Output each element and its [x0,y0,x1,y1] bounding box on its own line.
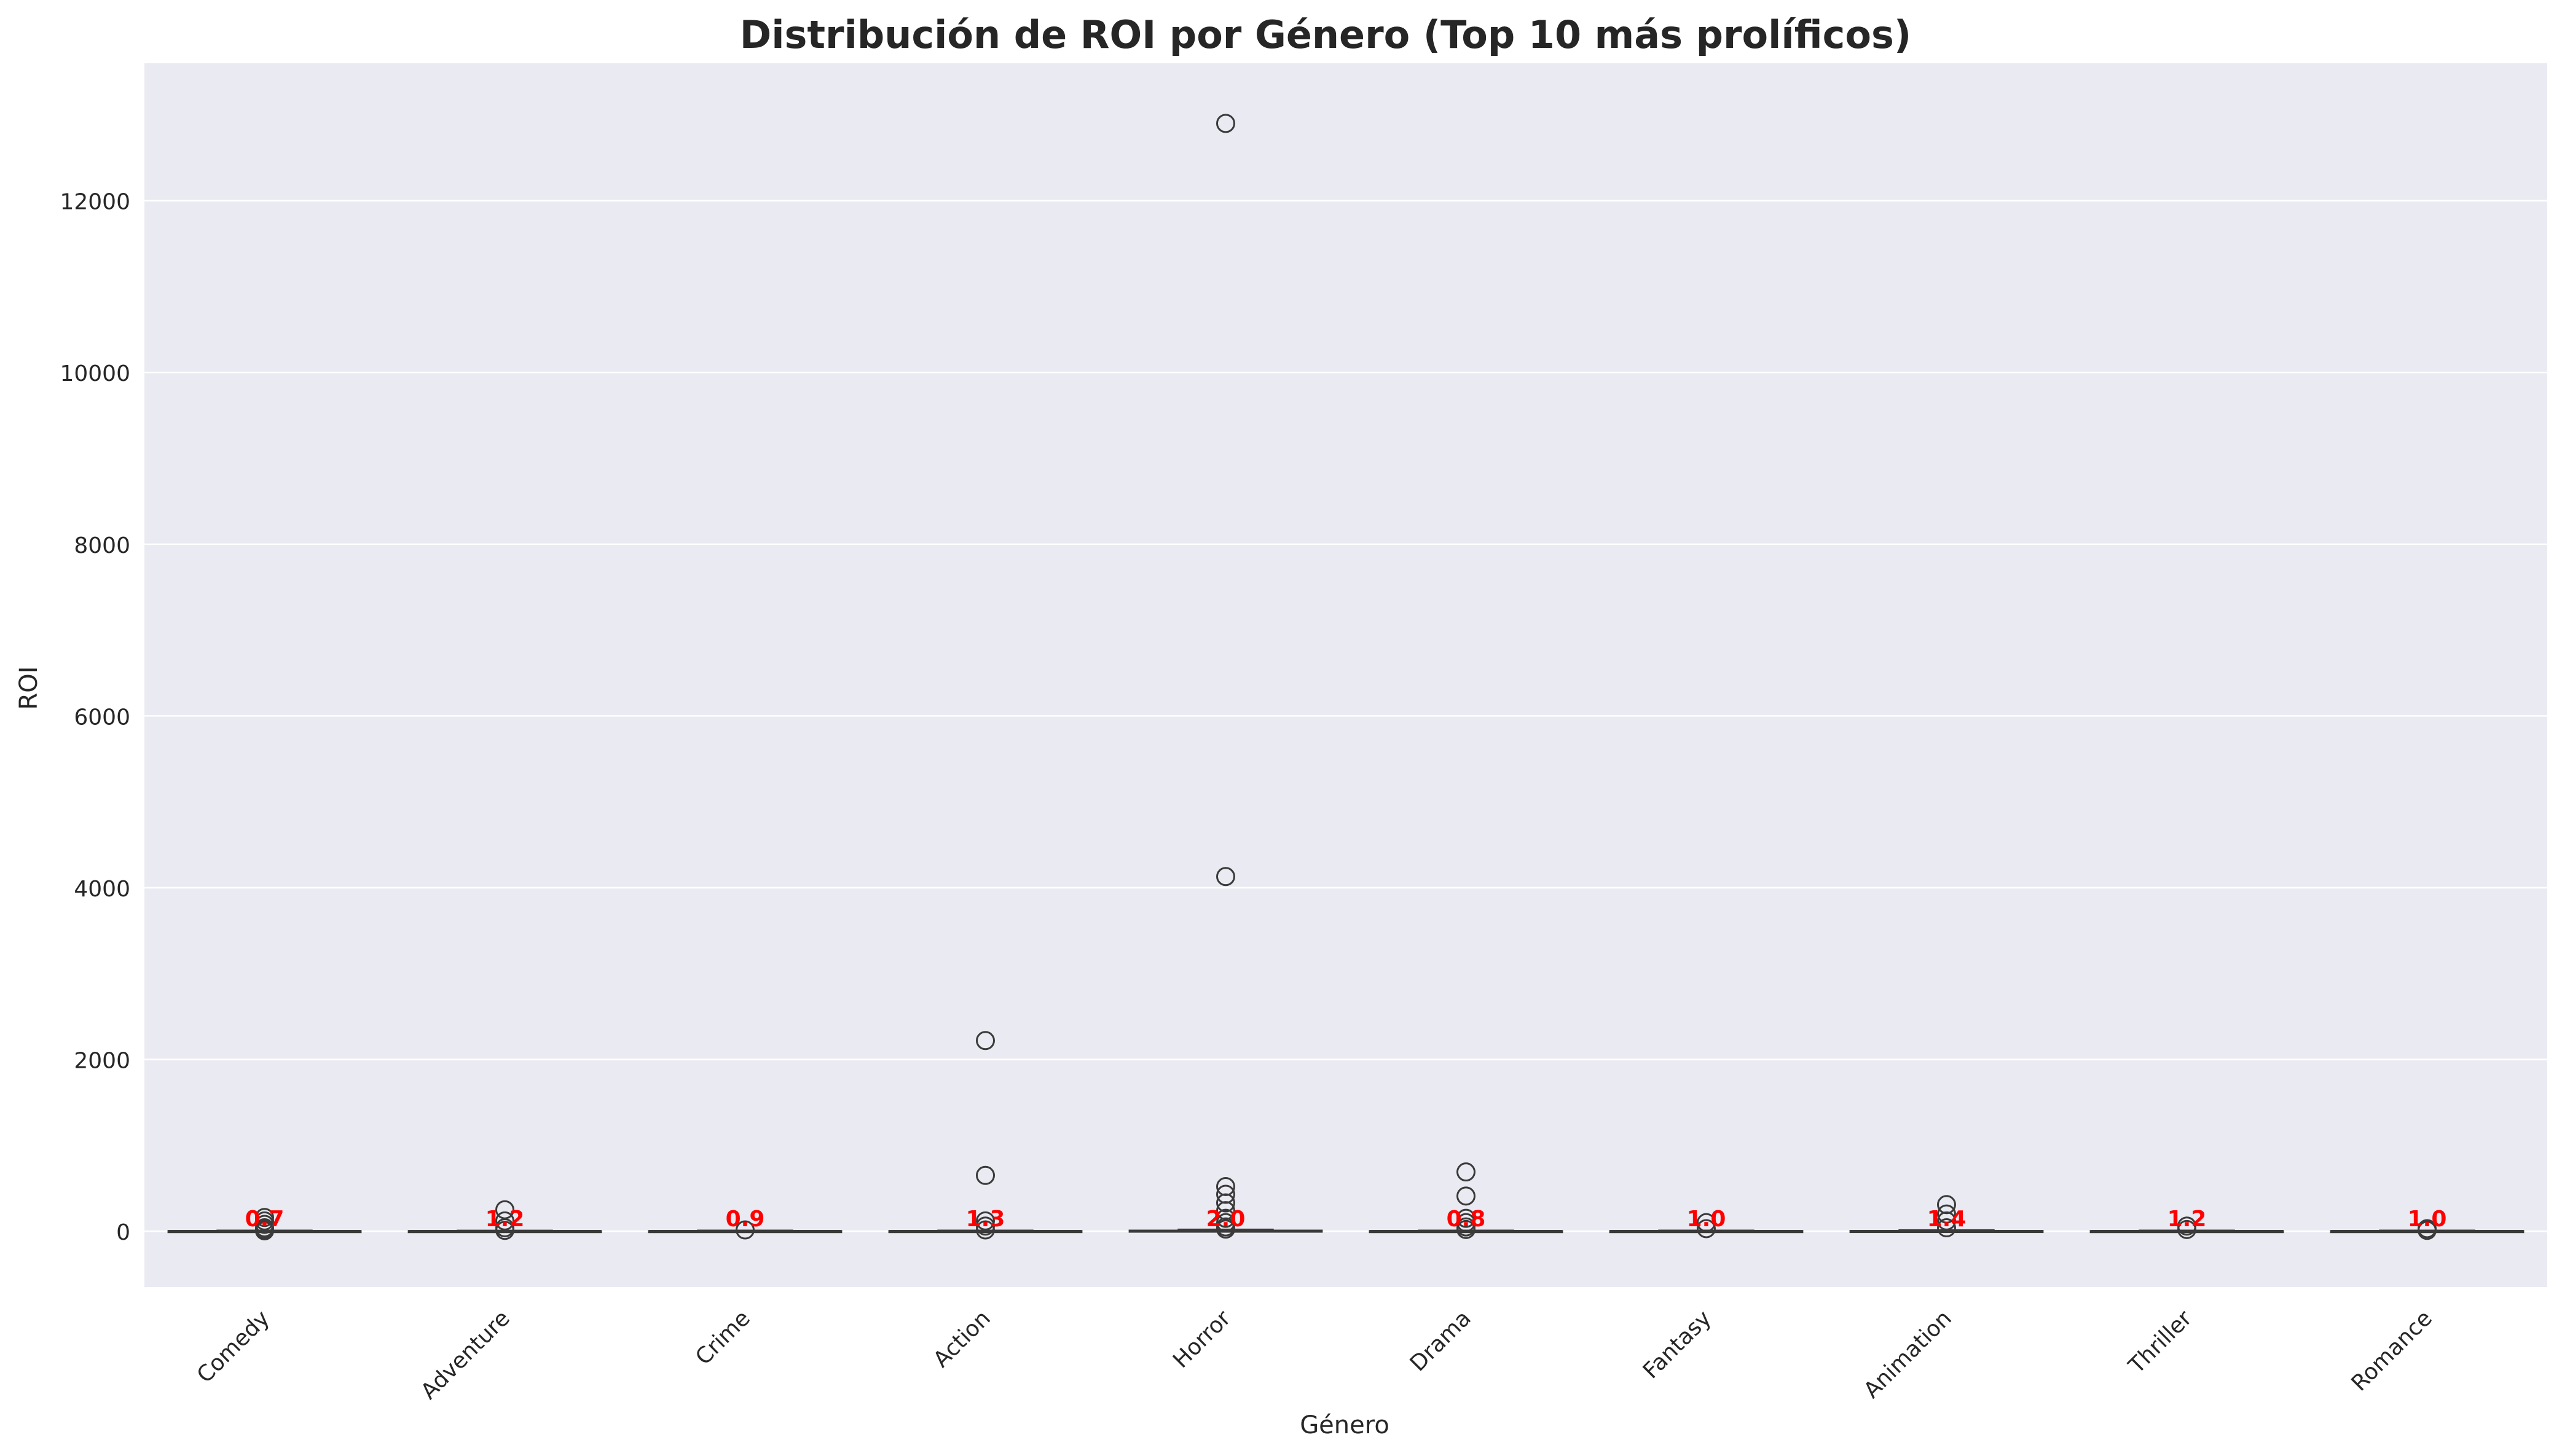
outlier-point [495,1211,514,1231]
y-tick-label: 10000 [60,361,130,386]
outlier-point [1697,1219,1716,1239]
median-label: 1.0 [2408,1207,2447,1232]
x-tick-label: Crime [691,1305,755,1370]
median-label: 1.0 [1687,1207,1726,1232]
outlier-point [2418,1221,2437,1240]
outlier-point [2177,1219,2196,1239]
box-group-comedy: 0.7 [167,1207,362,1240]
box-group-action: 1.3 [888,1031,1083,1240]
y-tick-label: 2000 [74,1049,130,1074]
x-tick-label: Drama [1405,1305,1476,1376]
outlier-point [1216,1208,1235,1228]
outlier-point [976,1165,995,1185]
outlier-point [1216,1193,1235,1213]
box-group-crime: 0.9 [648,1207,843,1240]
box-group-adventure: 1.2 [407,1200,602,1240]
outlier-point [736,1220,755,1240]
median-label: 1.2 [485,1207,525,1232]
median-label: 2.0 [1206,1207,1246,1232]
box-layer: 0.7 1.2 0.9 1.3 2.0 0.8 1.0 1.4 1.2 1.0 [167,114,2525,1240]
chart-title: Distribución de ROI por Género (Top 10 m… [740,12,1911,57]
outlier-point [976,1031,995,1051]
x-tick-label: Horror [1168,1305,1236,1373]
outlier-point [495,1221,514,1240]
median-label: 1.2 [2167,1207,2207,1232]
outlier-point [1456,1219,1476,1239]
grid-lines [144,200,2547,1232]
box-group-fantasy: 1.0 [1609,1207,1804,1239]
plot-area [144,63,2547,1287]
x-tick-label: Animation [1859,1305,1957,1403]
outlier-point [1937,1211,1956,1231]
box-group-romance: 1.0 [2330,1207,2525,1240]
median-label: 0.9 [726,1207,765,1232]
outlier-point [1456,1208,1476,1228]
x-axis-ticks: Comedy Adventure Crime Action Horror Drama Fan… [192,1305,2437,1404]
median-label: 1.4 [1927,1207,1967,1232]
outlier-point [1216,1219,1235,1239]
y-axis-ticks: 0 2000 4000 6000 8000 10000 12000 [60,190,130,1245]
outlier-point [1456,1162,1476,1182]
median-label: 0.8 [1447,1207,1486,1232]
outlier-point [1937,1218,1956,1238]
y-axis-label: ROI [15,666,43,710]
x-tick-label: Thriller [2124,1305,2197,1379]
outlier-point [1216,114,1235,133]
x-tick-label: Fantasy [1638,1305,1716,1384]
y-tick-label: 4000 [74,877,130,902]
y-tick-label: 12000 [60,190,130,215]
x-tick-label: Romance [2347,1305,2437,1396]
y-tick-label: 6000 [74,705,130,730]
x-tick-label: Adventure [416,1305,515,1404]
box-group-thriller: 1.2 [2089,1207,2284,1239]
box-group-animation: 1.4 [1849,1195,2044,1238]
box-group-drama: 0.8 [1369,1162,1563,1239]
box-group-horror: 2.0 [1128,114,1323,1239]
outlier-point [1456,1186,1476,1206]
y-tick-label: 0 [116,1220,130,1245]
outlier-point [1937,1204,1956,1224]
outlier-point [976,1211,995,1231]
y-tick-label: 8000 [74,533,130,558]
x-tick-label: Action [929,1305,996,1372]
x-tick-label: Comedy [192,1305,275,1388]
outlier-point [976,1220,995,1240]
outlier-point [1456,1213,1476,1232]
x-axis-label: Género [1300,1411,1389,1439]
outlier-point [255,1221,274,1240]
outlier-point [1697,1213,1716,1232]
outlier-point [1216,867,1235,887]
median-label: 1.3 [966,1207,1005,1232]
median-label: 0.7 [245,1207,285,1232]
outlier-point [1216,1213,1235,1232]
